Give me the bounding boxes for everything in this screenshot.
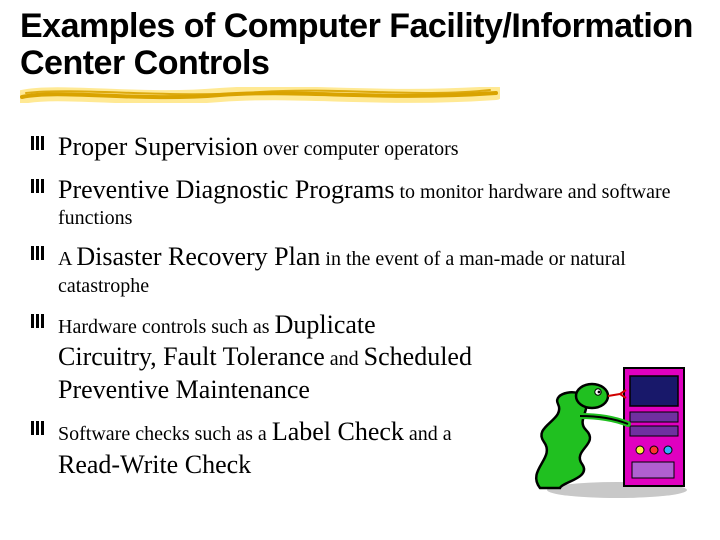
plain-text: over computer operators [258,138,458,160]
bullet-marker-icon [30,135,46,151]
brush-stroke-icon [20,87,500,103]
clipart-icon [522,350,692,500]
bullet-marker-icon [30,245,46,261]
emphasis-text: Preventive Diagnostic Programs [58,175,395,204]
bullet-item: Preventive Diagnostic Programs to monito… [28,174,700,232]
clipart-snake-server [522,350,692,500]
plain-text: A [58,248,76,270]
emphasis-text: Disaster Recovery Plan [76,242,320,271]
slide: Examples of Computer Facility/Informatio… [0,0,720,540]
emphasis-text: Label Check [272,417,404,446]
title-underline [20,83,700,107]
plain-text: Software checks such as a [58,423,272,445]
emphasis-text: Proper Supervision [58,132,258,161]
plain-text: and a [404,423,452,445]
slide-title: Examples of Computer Facility/Informatio… [20,8,700,81]
bullet-item: Proper Supervision over computer operato… [28,131,700,164]
bullet-item: Hardware controls such as Duplicate Circ… [28,309,478,407]
bullet-marker-icon [30,420,46,436]
emphasis-text: Read-Write Check [58,450,251,479]
plain-text: Hardware controls such as [58,316,275,338]
bullet-marker-icon [30,178,46,194]
plain-text: and [325,348,364,370]
bullet-marker-icon [30,313,46,329]
bullet-item: Software checks such as a Label Check an… [28,416,478,481]
bullet-item: A Disaster Recovery Plan in the event of… [28,241,700,299]
